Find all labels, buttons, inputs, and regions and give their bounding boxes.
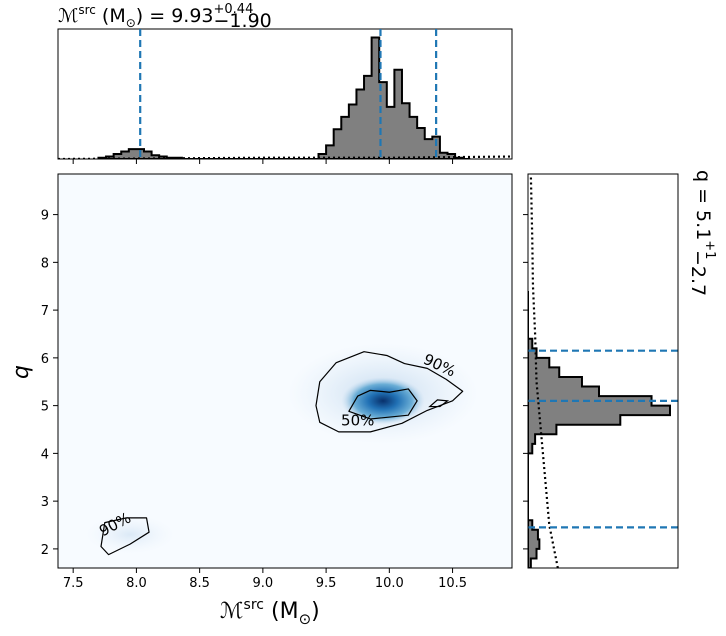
top-hist-bars (97, 36, 471, 159)
y-tick-label-6: 8 (41, 256, 49, 271)
svg-text:q = 5.1+1: q = 5.1+1 (692, 170, 717, 259)
right-hist-frame (527, 173, 679, 569)
y-tick-label-2: 4 (41, 447, 49, 462)
x-tick-label-6: 10.5 (438, 576, 467, 591)
density-peak (341, 376, 425, 425)
right-prior-line (529, 174, 559, 568)
x-tick-label-0: 7.5 (63, 576, 84, 591)
y-tick-label-0: 2 (41, 543, 49, 558)
contour-50 (348, 388, 418, 420)
contour-90-secondary (100, 517, 150, 556)
contour-90-main (315, 351, 464, 433)
contour-label-1: 50% (341, 412, 374, 430)
y-tick-label-7: 9 (41, 209, 49, 224)
x-tick-label-4: 9.5 (316, 576, 337, 591)
x-tick-label-2: 8.5 (189, 576, 210, 591)
right-title: q = 5.1+1 −2.7 (687, 170, 717, 296)
top-title: ℳsrc (M⊙) = 9.93+0.44 (58, 2, 253, 30)
y-tick-label-3: 5 (41, 400, 49, 415)
y-tick-label-5: 7 (41, 304, 49, 319)
x-axis-label: ℳsrc (M⊙) (220, 597, 320, 628)
y-tick-label-1: 3 (41, 495, 49, 510)
x-tick-label-1: 8.0 (126, 576, 147, 591)
joint-frame (57, 173, 513, 569)
x-tick-label-3: 9.0 (253, 576, 274, 591)
contour-50-islet (428, 399, 450, 408)
joint-density: 90%50%90% (85, 343, 478, 556)
x-tick-label-5: 10.0 (375, 576, 404, 591)
top-hist-frame (57, 28, 513, 160)
top-histogram (58, 29, 512, 159)
y-tick-label-4: 6 (41, 352, 49, 367)
density-secondary (85, 515, 175, 554)
y-axis-label: q (9, 365, 34, 379)
axis-ticks: 7.5 8.0 8.5 9.0 9.5 10.0 10.5 2 3 4 5 6 7 8 9 (41, 159, 528, 591)
right-histogram (528, 174, 678, 568)
svg-text:−2.7: −2.7 (687, 250, 709, 296)
top-title-minus: −1.90 (214, 10, 272, 32)
right-hist-bars (528, 291, 671, 568)
